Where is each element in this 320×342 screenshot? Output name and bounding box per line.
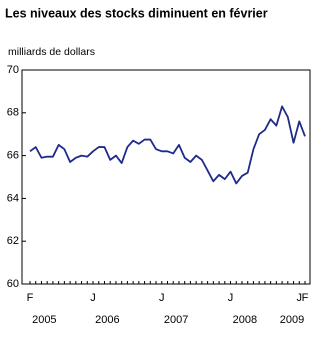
year-label: 2008 [233,314,257,326]
x-tick-label: F [27,292,34,304]
x-tick-label: J [90,292,96,304]
y-tick-label: 64 [7,192,19,204]
chart-title: Les niveaux des stocks diminuent en févr… [5,6,268,20]
year-label: 2005 [32,314,56,326]
year-label: 2007 [164,314,188,326]
x-tick-label: J [297,292,303,304]
x-tick-label: J [159,292,165,304]
y-tick-label: 68 [7,107,19,119]
year-label: 2006 [95,314,119,326]
data-line [29,105,306,185]
y-tick-label: 70 [7,64,19,76]
plot-frame [21,69,311,285]
y-axis-label: milliards de dollars [8,46,95,58]
year-label: 2009 [280,314,304,326]
y-tick-label: 62 [7,235,19,247]
x-tick-label: J [228,292,234,304]
y-tick-label: 60 [7,278,19,290]
x-tick-label: F [302,292,309,304]
y-tick-label: 66 [7,150,19,162]
